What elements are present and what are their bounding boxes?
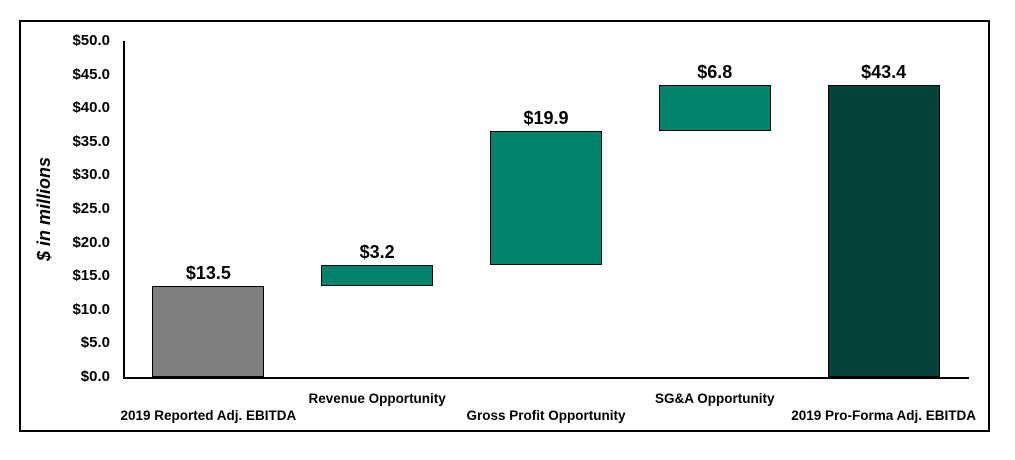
y-tick-label: $5.0 [80,334,110,352]
y-tick-label: $40.0 [72,99,110,117]
y-tick-label: $30.0 [72,166,110,184]
y-tick-label: $45.0 [72,65,110,83]
y-tick-label: $25.0 [72,200,110,217]
y-tick-label: $0.0 [80,368,110,385]
x-axis-line [123,377,969,379]
bar-value-label: $13.5 [185,263,231,284]
y-tick-label: $50.0 [72,32,110,49]
category-label: Revenue Opportunity [308,391,446,406]
category-label: 2019 Reported Adj. EBITDA [120,408,297,423]
category-label: SG&A Opportunity [655,391,775,406]
y-tick-label: $35.0 [72,132,110,150]
bar-3 [490,131,602,265]
y-tick-label: $15.0 [72,267,110,285]
bar-value-label: $19.9 [523,108,569,129]
y-axis-line [123,41,125,379]
bar-value-label: $6.8 [697,62,733,83]
y-tick-label: $20.0 [72,233,110,251]
bar-4 [658,85,771,132]
bar-value-label: $3.2 [359,241,395,262]
bar-value-label: $43.4 [861,62,907,83]
bar-5 [827,85,940,377]
bar-1 [152,286,265,377]
y-tick-label: $10.0 [72,300,110,318]
bar-2 [321,264,434,287]
category-label: Gross Profit Opportunity [466,408,626,423]
category-label: 2019 Pro-Forma Adj. EBITDA [791,408,976,423]
